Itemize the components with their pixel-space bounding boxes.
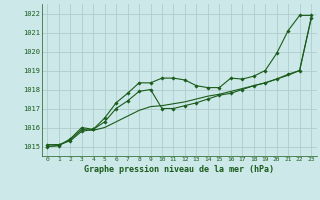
X-axis label: Graphe pression niveau de la mer (hPa): Graphe pression niveau de la mer (hPa)	[84, 165, 274, 174]
